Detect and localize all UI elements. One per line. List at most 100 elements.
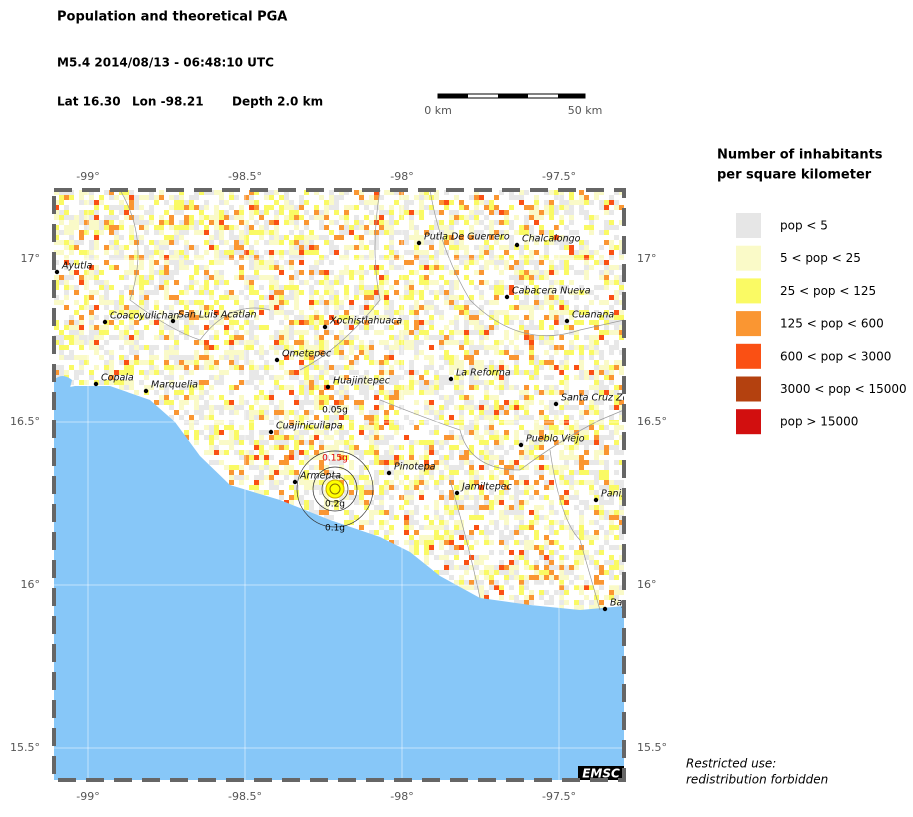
- x-tick-label: -99°: [76, 790, 99, 803]
- boundary: [119, 190, 271, 341]
- city-dot: [564, 318, 570, 324]
- y-tick-label: 15.5°: [10, 741, 40, 754]
- y-tick-label: 16°: [21, 578, 41, 591]
- x-tick-label: -98.5°: [228, 790, 262, 803]
- city-dot: [448, 376, 454, 382]
- city-label: Cabacera Nueva: [512, 286, 591, 297]
- y-tick-label: 16.5°: [10, 415, 40, 428]
- boundary: [549, 449, 601, 611]
- city-dot: [416, 240, 422, 246]
- x-tick-label: -98°: [390, 790, 413, 803]
- city-label: Ometepec: [282, 349, 332, 360]
- legend-title: Number of inhabitants: [717, 148, 883, 163]
- y-tick-label: 17°: [21, 252, 41, 265]
- city-label: Ayutla: [61, 261, 93, 272]
- city-label: Huajintepec: [333, 376, 391, 387]
- city-dot: [93, 381, 99, 387]
- legend-swatch: [736, 213, 761, 238]
- scale-start: 0 km: [424, 104, 452, 117]
- event: M5.4 2014/08/13 - 06:48:10 UTC: [57, 56, 274, 70]
- city-dot: [322, 324, 328, 330]
- legend-label: 25 < pop < 125: [780, 284, 876, 298]
- city-dot: [268, 429, 274, 435]
- x-tick-label: -99°: [76, 170, 99, 183]
- x-tick-label: -98.5°: [228, 170, 262, 183]
- city-label: Cuajinicuilapa: [276, 421, 343, 432]
- city-label: Pueblo Viejo: [526, 434, 585, 445]
- x-tick-label: -97.5°: [542, 790, 576, 803]
- city-dot: [602, 606, 608, 612]
- x-tick-label: -97.5°: [542, 170, 576, 183]
- lon: Lon -98.21: [132, 95, 204, 109]
- boundary: [429, 190, 624, 336]
- y-tick-label: 16°: [637, 578, 657, 591]
- pga-ring: [321, 475, 349, 503]
- city-label: Santa Cruz Ze: [561, 393, 629, 404]
- legend-swatch: [736, 376, 761, 402]
- city-label: Xochistlahuaca: [329, 316, 402, 327]
- epicenter: [329, 483, 341, 495]
- city-label: Baj: [610, 598, 625, 609]
- pga-label: 0.2g: [325, 500, 345, 510]
- city-label: Putla De Guerrero: [424, 232, 510, 243]
- city-dot: [292, 479, 298, 485]
- pga-ring: [296, 450, 374, 528]
- badge-bg: [578, 766, 624, 780]
- scale-end: 50 km: [568, 104, 603, 117]
- city-dot: [325, 384, 331, 390]
- boundary: [449, 479, 481, 599]
- lat: Lat 16.30: [57, 95, 121, 109]
- pga-label: 0.1g: [325, 524, 345, 534]
- scale-bar: [437, 93, 586, 99]
- city-label: San Luis Acatlan: [178, 310, 257, 321]
- y-tick-label: 16.5°: [637, 415, 667, 428]
- city-dot: [593, 497, 599, 503]
- legend-label: pop < 5: [780, 219, 828, 233]
- legend-swatch: [736, 245, 761, 271]
- city-dot: [518, 442, 524, 448]
- city-label: Coacoyulichan: [110, 311, 179, 322]
- population-cells: [54, 190, 624, 610]
- city-label: Pinotepa: [394, 462, 436, 473]
- city-label: Cuanana: [572, 310, 614, 321]
- footer: redistribution forbidden: [686, 773, 828, 787]
- city-dot: [504, 294, 510, 300]
- city-dot: [386, 470, 392, 476]
- pga-label: 0.15g: [322, 454, 348, 464]
- pga-ring: [312, 466, 358, 512]
- badge: EMSC: [582, 767, 620, 781]
- city-label: Panix: [601, 489, 627, 500]
- pga-label: 0.05g: [322, 406, 348, 416]
- city-label: Marquelia: [151, 380, 198, 391]
- city-dot: [170, 318, 176, 324]
- city-dot: [274, 357, 280, 363]
- sea: [54, 386, 624, 780]
- boundary: [379, 399, 624, 471]
- city-dot: [514, 242, 520, 248]
- city-dot: [54, 269, 60, 275]
- y-tick-label: 15.5°: [637, 741, 667, 754]
- boundary: [299, 190, 381, 371]
- city-label: Armenta: [299, 471, 341, 482]
- city-dot: [102, 319, 108, 325]
- legend-label: 125 < pop < 600: [780, 317, 884, 331]
- city-label: Chalcalongo: [522, 234, 581, 245]
- title: Population and theoretical PGA: [57, 10, 287, 25]
- depth: Depth 2.0 km: [232, 95, 323, 109]
- y-tick-label: 17°: [637, 252, 657, 265]
- legend-swatch: [736, 278, 761, 304]
- legend-label: 3000 < pop < 15000: [780, 382, 907, 396]
- legend-swatch: [736, 343, 761, 369]
- city-dot: [454, 490, 460, 496]
- x-tick-label: -98°: [390, 170, 413, 183]
- city-label: La Reforma: [456, 368, 511, 379]
- legend-label: 600 < pop < 3000: [780, 349, 891, 363]
- legend-label: 5 < pop < 25: [780, 251, 861, 265]
- legend-swatch: [736, 311, 761, 337]
- city-label: Jamiltepec: [460, 482, 513, 493]
- city-label: Copala: [101, 373, 134, 384]
- footer: Restricted use:: [686, 757, 776, 771]
- legend-label: pop > 15000: [780, 415, 858, 429]
